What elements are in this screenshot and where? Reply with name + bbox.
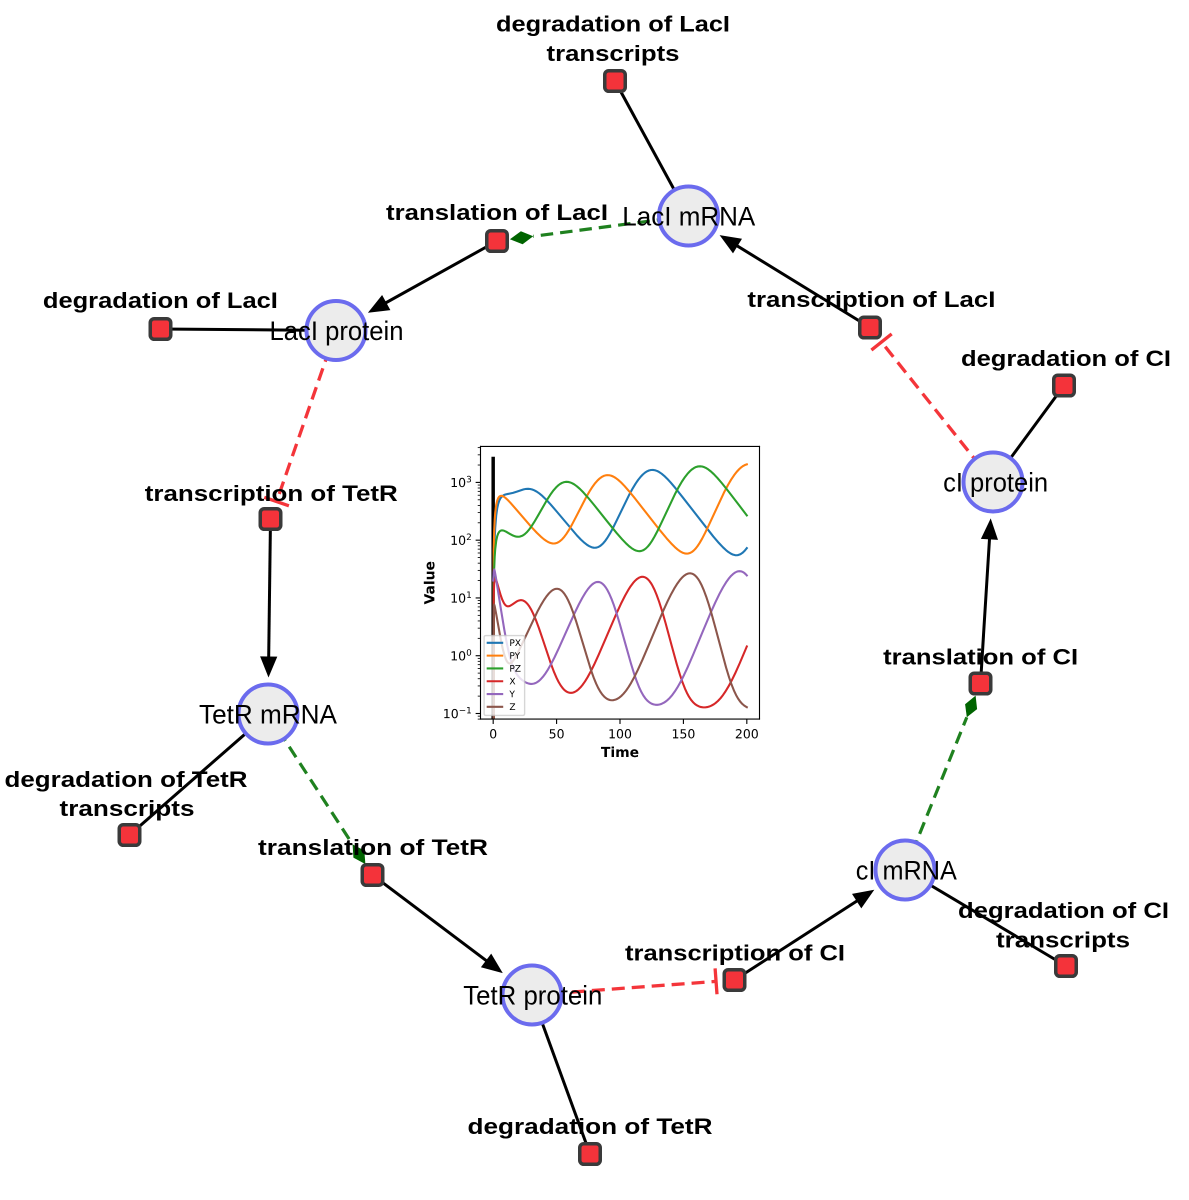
svg-text:transcription of LacI: transcription of LacI xyxy=(747,287,995,312)
svg-text:degradation of LacI: degradation of LacI xyxy=(43,288,278,313)
svg-text:translation of TetR: translation of TetR xyxy=(258,835,488,860)
svg-text:degradation of LacI: degradation of LacI xyxy=(496,12,730,37)
svg-text:cI protein: cI protein xyxy=(943,468,1048,498)
svg-text:transcripts: transcripts xyxy=(996,928,1130,953)
svg-text:translation of LacI: translation of LacI xyxy=(386,200,608,225)
svg-text:transcription of CI: transcription of CI xyxy=(625,940,845,965)
svg-text:transcripts: transcripts xyxy=(547,41,680,66)
svg-text:LacI protein: LacI protein xyxy=(270,316,404,346)
svg-text:degradation of CI: degradation of CI xyxy=(961,346,1171,371)
svg-text:TetR protein: TetR protein xyxy=(463,980,602,1010)
svg-text:transcripts: transcripts xyxy=(60,796,195,821)
svg-text:translation of CI: translation of CI xyxy=(883,645,1078,670)
svg-text:degradation of CI: degradation of CI xyxy=(958,898,1169,923)
svg-text:transcription of TetR: transcription of TetR xyxy=(145,481,398,506)
svg-text:degradation of TetR: degradation of TetR xyxy=(5,767,248,792)
svg-text:TetR mRNA: TetR mRNA xyxy=(199,699,337,729)
svg-text:LacI mRNA: LacI mRNA xyxy=(622,201,755,231)
svg-text:degradation of TetR: degradation of TetR xyxy=(468,1114,713,1139)
svg-text:cI mRNA: cI mRNA xyxy=(856,855,957,885)
